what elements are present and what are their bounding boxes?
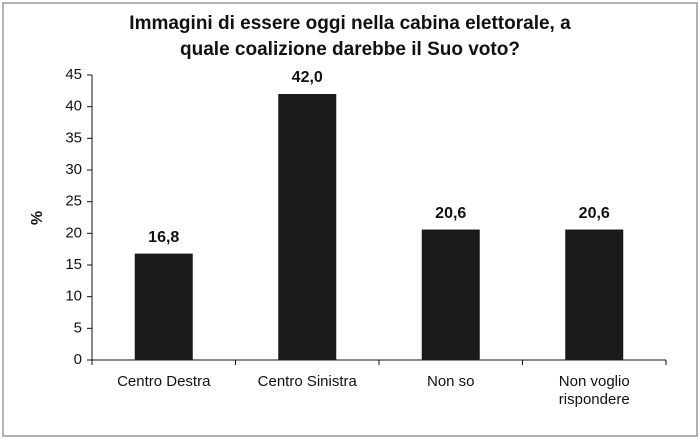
y-tick-label: 25 [65, 193, 82, 210]
bar [278, 94, 337, 360]
x-tick-label: Centro Sinistra [257, 373, 357, 390]
value-label: 20,6 [435, 205, 466, 222]
value-label: 20,6 [579, 205, 610, 222]
bar [134, 253, 193, 360]
x-tick-label: Centro Destra [117, 373, 211, 390]
y-tick-label: 30 [65, 161, 82, 178]
y-tick-label: 15 [65, 256, 82, 273]
y-tick-label: 45 [65, 66, 82, 83]
value-label: 16,8 [148, 229, 179, 246]
x-tick-label: Non so [426, 373, 475, 390]
y-axis-label: % [29, 211, 46, 225]
y-tick-label: 0 [74, 351, 82, 368]
y-tick-label: 20 [65, 224, 82, 241]
chart-title: quale coalizione darebbe il Suo voto? [180, 39, 520, 60]
y-tick-label: 5 [74, 319, 82, 336]
bar [421, 229, 480, 360]
x-tick-label: Non voglio rispondere [558, 373, 630, 408]
chart-title: Immagini di essere oggi nella cabina ele… [129, 13, 571, 34]
value-label: 42,0 [292, 69, 323, 86]
y-tick-label: 35 [65, 129, 82, 146]
y-tick-label: 10 [65, 288, 82, 305]
y-tick-label: 40 [65, 98, 82, 115]
bar [565, 229, 624, 360]
